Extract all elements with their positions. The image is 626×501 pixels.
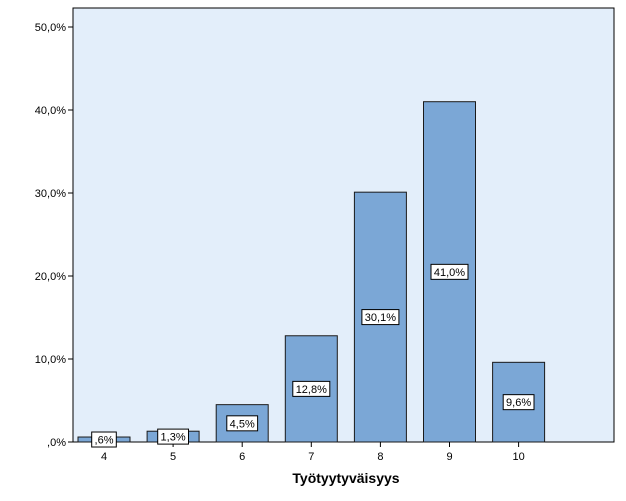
data-label-box: [361, 309, 400, 326]
data-label-box: [91, 431, 117, 448]
x-tick-label: 10: [512, 451, 524, 463]
data-label-box: [292, 380, 331, 397]
y-axis: ,0% 10,0% 20,0% 30,0% 40,0% 50,0%: [35, 22, 73, 449]
data-label-text: 4,5%: [230, 418, 255, 430]
data-label-4: ,6%: [91, 431, 117, 448]
data-label-6: 4,5%: [226, 415, 259, 432]
x-axis-title: Työtyytyväisyys: [292, 470, 399, 486]
data-label-box: [430, 263, 469, 280]
y-tick-label: ,0%: [47, 437, 66, 449]
x-tick-label: 5: [170, 451, 176, 463]
data-label-5: 1,3%: [157, 428, 189, 445]
data-label-text: 30,1%: [365, 312, 396, 324]
x-tick-label: 9: [446, 451, 452, 463]
y-tick-label: 30,0%: [35, 188, 66, 200]
y-tick-label: 50,0%: [35, 22, 66, 34]
data-label-text: 9,6%: [506, 397, 531, 409]
x-tick-label: 8: [377, 451, 383, 463]
data-label-box: [157, 428, 189, 445]
data-label-box: [226, 415, 259, 432]
x-tick-label: 4: [101, 451, 107, 463]
data-label-8: 30,1%: [361, 309, 400, 326]
x-axis: 4 5 6 7 8 9 10: [101, 442, 525, 463]
data-label-text: ,6%: [95, 435, 114, 447]
data-label-7: 12,8%: [292, 380, 331, 397]
x-tick-label: 7: [308, 451, 314, 463]
data-label-text: 41,0%: [434, 267, 465, 279]
y-tick-label: 40,0%: [35, 105, 66, 117]
data-label-box: [502, 394, 535, 411]
data-label-text: 1,3%: [161, 432, 186, 444]
y-tick-label: 10,0%: [35, 354, 66, 366]
data-label-text: 12,8%: [296, 384, 327, 396]
data-label-9: 41,0%: [430, 263, 469, 280]
data-label-10: 9,6%: [502, 394, 535, 411]
x-tick-label: 6: [239, 451, 245, 463]
data-labels-group: ,6% 1,3% 4,5% 12,8% 30,1% 41,0% 9,6%: [91, 263, 535, 448]
y-tick-label: 20,0%: [35, 271, 66, 283]
